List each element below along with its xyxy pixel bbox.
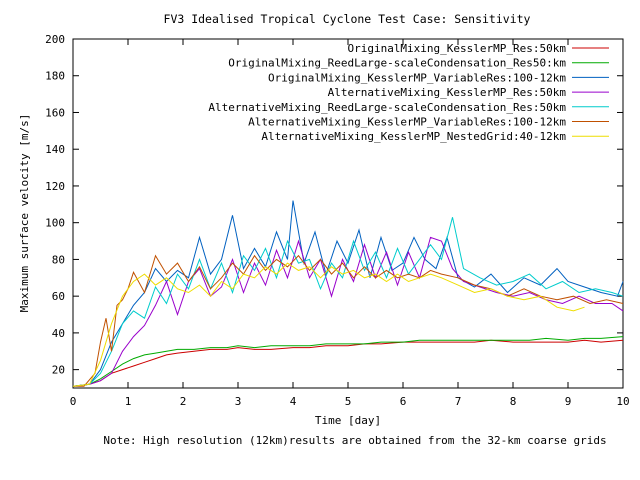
series-line-4 bbox=[72, 236, 624, 387]
x-tick-label: 5 bbox=[345, 395, 352, 408]
legend-label: AlternativeMixing_KesslerMP_Res:50km bbox=[328, 86, 567, 99]
legend-label: AlternativeMixing_KesslerMP_VariableRes:… bbox=[248, 116, 566, 129]
x-tick-label: 10 bbox=[616, 395, 629, 408]
legend-label: AlternativeMixing_KesslerMP_NestedGrid:4… bbox=[261, 130, 566, 143]
legend-label: OriginalMixing_KesslerMP_VariableRes:100… bbox=[268, 71, 566, 84]
x-tick-label: 4 bbox=[290, 395, 297, 408]
x-tick-label: 8 bbox=[510, 395, 517, 408]
y-tick-label: 60 bbox=[52, 290, 65, 303]
legend-label: OriginalMixing_KesslerMP_Res:50km bbox=[347, 42, 566, 55]
x-tick-label: 2 bbox=[180, 395, 187, 408]
x-tick-label: 3 bbox=[235, 395, 242, 408]
chart-note: Note: High resolution (12km)results are … bbox=[103, 434, 606, 447]
y-tick-label: 160 bbox=[45, 106, 65, 119]
series-line-6 bbox=[73, 254, 624, 387]
x-tick-label: 6 bbox=[400, 395, 407, 408]
x-axis-label: Time [day] bbox=[315, 414, 381, 427]
y-tick-label: 140 bbox=[45, 143, 65, 156]
x-tick-label: 0 bbox=[70, 395, 77, 408]
y-axis: 20 40 60 80 100 120 140 160 180 200 bbox=[45, 33, 623, 377]
y-tick-label: 80 bbox=[52, 253, 65, 266]
series-line-1 bbox=[72, 339, 624, 387]
chart-title: FV3 Idealised Tropical Cyclone Test Case… bbox=[164, 12, 531, 26]
x-axis: 0 1 2 3 4 5 6 7 8 9 10 bbox=[70, 39, 630, 408]
x-tick-label: 1 bbox=[125, 395, 132, 408]
x-tick-label: 7 bbox=[455, 395, 462, 408]
y-axis-label: Maximum surface velocity [m/s] bbox=[18, 114, 31, 313]
series-line-3 bbox=[72, 200, 624, 387]
series-line-7 bbox=[72, 262, 585, 387]
y-tick-label: 20 bbox=[52, 364, 65, 377]
y-tick-label: 120 bbox=[45, 180, 65, 193]
legend-label: AlternativeMixing_ReedLarge-scaleCondens… bbox=[208, 101, 566, 114]
series-line-2 bbox=[72, 336, 624, 387]
legend: OriginalMixing_KesslerMP_Res:50km Origina… bbox=[208, 42, 609, 143]
y-tick-label: 100 bbox=[45, 217, 65, 230]
series-lines bbox=[72, 200, 624, 387]
y-tick-label: 40 bbox=[52, 327, 65, 340]
x-tick-label: 9 bbox=[565, 395, 572, 408]
series-line-5 bbox=[72, 217, 624, 387]
legend-label: OriginalMixing_ReedLarge-scaleCondensati… bbox=[228, 57, 566, 70]
y-tick-label: 180 bbox=[45, 70, 65, 83]
y-tick-label: 200 bbox=[45, 33, 65, 46]
